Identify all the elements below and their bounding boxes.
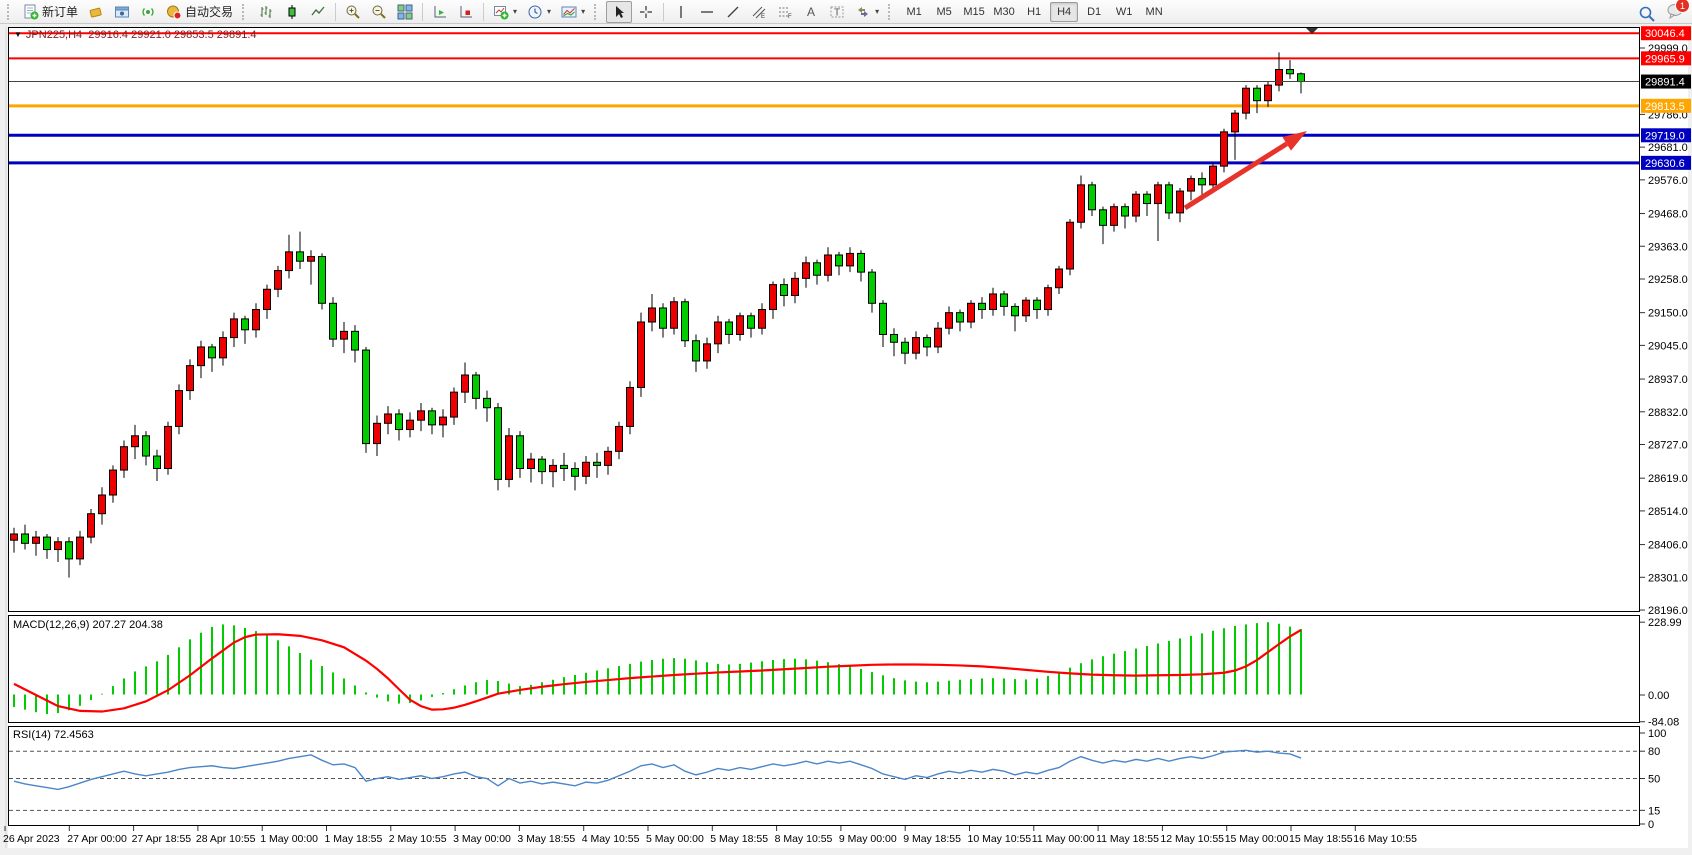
timeframe-w1[interactable]: W1 — [1115, 5, 1133, 18]
channel-icon: E — [752, 6, 766, 20]
svg-text:T: T — [834, 7, 840, 18]
timeframe-h4[interactable]: H4 — [1050, 1, 1079, 22]
zoom-out-icon — [372, 5, 386, 19]
navigator-window-icon — [115, 6, 130, 17]
arrows-tool[interactable]: ▾ — [851, 2, 883, 22]
crosshair-icon — [640, 5, 653, 18]
toolbar: 新订单 自动交易 ▾ ▾ — [0, 0, 1692, 24]
macd-indicator-label: MACD(12,26,9) 207.27 204.38 — [13, 619, 163, 631]
timeframe-m1[interactable]: M1 — [906, 5, 922, 18]
signal-icon — [142, 7, 154, 16]
notifications-button[interactable]: 1 — [1666, 0, 1690, 25]
toolbar-gripper — [7, 3, 14, 20]
signals-button[interactable] — [136, 2, 160, 22]
timeframe-m15[interactable]: M15 — [963, 5, 985, 18]
rsi-indicator-label: RSI(14) 72.4563 — [13, 729, 94, 741]
fibonacci-icon: F — [779, 7, 792, 20]
notification-count-badge: 1 — [1675, 0, 1690, 13]
add-indicator-icon — [494, 5, 509, 19]
toolbar-separator — [483, 2, 485, 21]
candlestick-chart-button[interactable] — [280, 2, 304, 22]
chart-title: ▼ JPN225,H4 29916.4 29921.0 29853.5 29891… — [14, 29, 257, 41]
timeframe-m5[interactable]: M5 — [936, 5, 952, 18]
periods-button[interactable]: ▾ — [523, 2, 555, 22]
svg-text:A: A — [807, 5, 815, 19]
svg-text:F: F — [788, 14, 792, 20]
text-label-icon: T — [830, 6, 844, 18]
dropdown-arrow-icon: ▾ — [581, 7, 586, 16]
dropdown-arrow-icon: ▾ — [547, 7, 552, 16]
gold-document-icon — [89, 7, 102, 17]
toolbar-separator — [422, 2, 424, 21]
dropdown-arrow-icon: ▾ — [513, 7, 518, 16]
line-chart-icon — [311, 6, 325, 15]
line-chart-button[interactable] — [306, 2, 330, 22]
text-icon: A — [807, 5, 815, 19]
tile-windows-button[interactable] — [393, 2, 417, 22]
text-label-tool[interactable]: T — [825, 2, 849, 22]
template-chart-icon — [561, 6, 577, 17]
navigator-button[interactable] — [110, 2, 134, 22]
add-indicator-button[interactable]: ▾ — [489, 2, 521, 22]
horizontal-line-tool[interactable] — [695, 2, 719, 22]
new-order-label: 新订单 — [42, 5, 79, 19]
autotrading-icon — [167, 5, 182, 19]
axes-play-icon — [434, 5, 447, 17]
chart-menu-triangle-icon[interactable]: ▼ — [14, 30, 22, 39]
zoom-out-button[interactable] — [367, 2, 391, 22]
trendline-icon — [727, 6, 739, 17]
dropdown-arrow-icon: ▾ — [875, 7, 880, 16]
new-order-icon — [24, 4, 39, 19]
candlestick-chart-icon — [288, 4, 296, 19]
vertical-line-tool[interactable] — [669, 2, 693, 22]
axes-mark-icon — [460, 5, 473, 17]
horizontal-line-icon — [701, 10, 714, 13]
vertical-line-icon — [680, 5, 682, 18]
new-order-button[interactable]: 新订单 — [19, 2, 82, 22]
arrows-icon — [858, 6, 869, 17]
metaeditor-button[interactable] — [84, 2, 108, 22]
channel-tool[interactable]: E — [747, 2, 771, 22]
toolbar-separator — [663, 2, 665, 21]
tile-windows-icon — [397, 4, 413, 19]
autotrading-label: 自动交易 — [185, 5, 234, 19]
timeframe-h1[interactable]: H1 — [1027, 5, 1042, 18]
crosshair-tool-button[interactable] — [634, 2, 658, 22]
cursor-icon — [616, 5, 625, 18]
test-stop-button[interactable] — [454, 2, 478, 22]
cursor-tool-button[interactable] — [606, 0, 633, 23]
timeframe-d1[interactable]: D1 — [1087, 5, 1102, 18]
test-visual-button[interactable] — [428, 2, 452, 22]
zoom-in-icon — [346, 5, 360, 19]
autotrading-button[interactable]: 自动交易 — [162, 2, 237, 22]
bar-chart-button[interactable] — [254, 2, 278, 22]
timeframe-m30[interactable]: M30 — [993, 5, 1015, 18]
toolbar-gripper — [594, 3, 601, 20]
timeframe-mn[interactable]: MN — [1145, 5, 1163, 18]
templates-button[interactable]: ▾ — [557, 2, 589, 22]
toolbar-separator — [335, 2, 337, 21]
bar-chart-icon — [260, 5, 272, 18]
text-tool[interactable]: A — [799, 2, 823, 22]
toolbar-gripper — [888, 3, 895, 20]
trendline-tool[interactable] — [721, 2, 745, 22]
clock-icon — [528, 5, 542, 18]
fibonacci-tool[interactable]: F — [773, 2, 797, 22]
toolbar-gripper — [242, 3, 249, 20]
svg-text:E: E — [761, 14, 765, 20]
zoom-in-button[interactable] — [341, 2, 365, 22]
search-icon[interactable] — [1638, 5, 1656, 23]
